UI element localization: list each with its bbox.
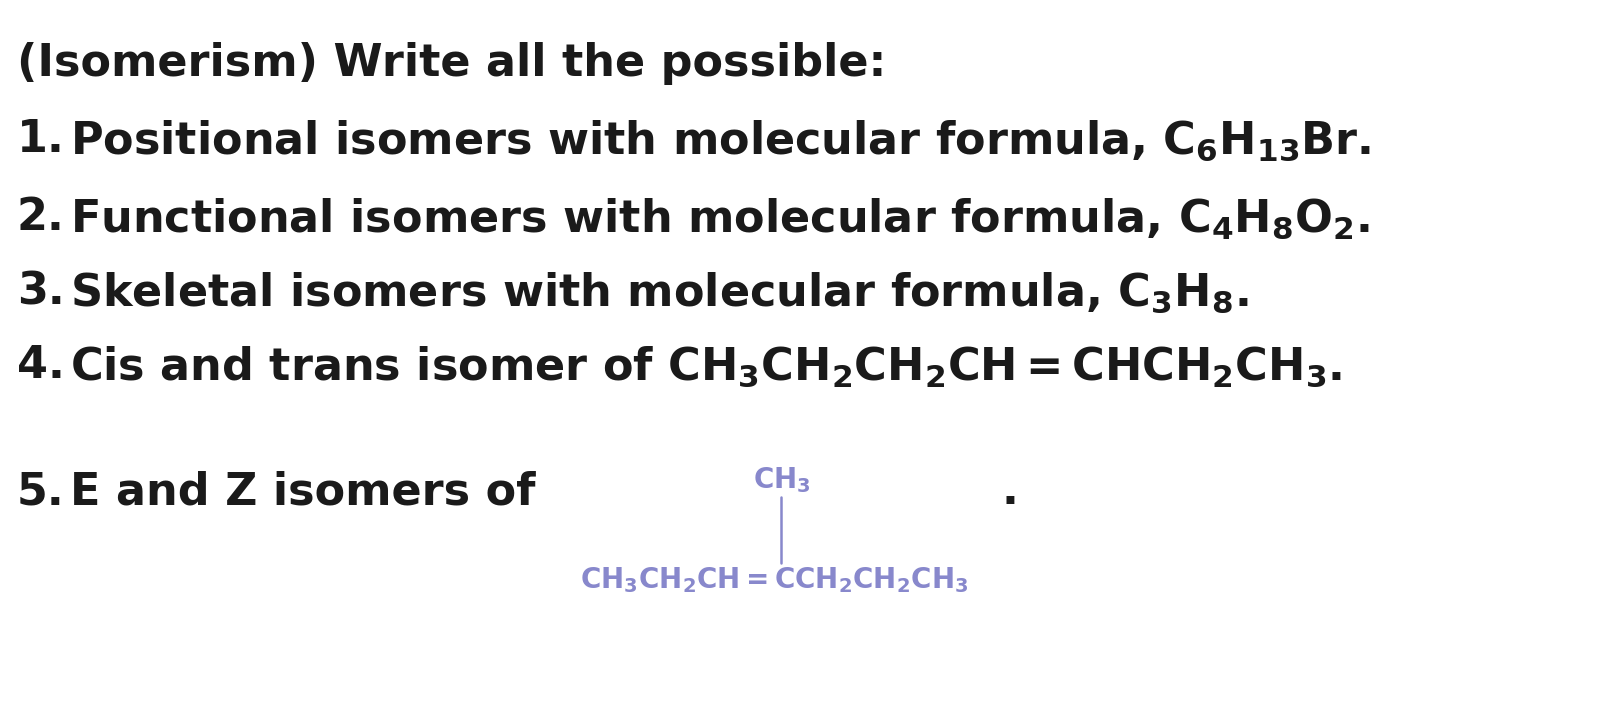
Text: 4.: 4. <box>16 344 65 387</box>
Text: Cis and trans isomer of $\mathregular{CH_3CH_2CH_2CH{=}CHCH_2CH_3}$.: Cis and trans isomer of $\mathregular{CH… <box>70 344 1343 388</box>
Text: 5.: 5. <box>16 470 65 513</box>
Text: .: . <box>1001 470 1019 513</box>
Text: 2.: 2. <box>16 196 65 239</box>
Text: 1.: 1. <box>16 118 65 161</box>
Text: $\mathregular{CH_3}$: $\mathregular{CH_3}$ <box>753 466 810 495</box>
Text: E and Z isomers of: E and Z isomers of <box>70 470 536 513</box>
Text: Functional isomers with molecular formula, $\mathregular{C_4H_8O_2}$.: Functional isomers with molecular formul… <box>70 196 1371 241</box>
Text: Skeletal isomers with molecular formula, $\mathregular{C_3H_8}$.: Skeletal isomers with molecular formula,… <box>70 270 1249 314</box>
Text: $\mathregular{CH_3CH_2CH{=}CCH_2CH_2CH_3}$: $\mathregular{CH_3CH_2CH{=}CCH_2CH_2CH_3… <box>580 565 969 595</box>
Text: (Isomerism) Write all the possible:: (Isomerism) Write all the possible: <box>16 42 886 85</box>
Text: Positional isomers with molecular formula, $\mathregular{C_6H_{13}Br}$.: Positional isomers with molecular formul… <box>70 118 1372 163</box>
Text: 3.: 3. <box>16 270 65 313</box>
